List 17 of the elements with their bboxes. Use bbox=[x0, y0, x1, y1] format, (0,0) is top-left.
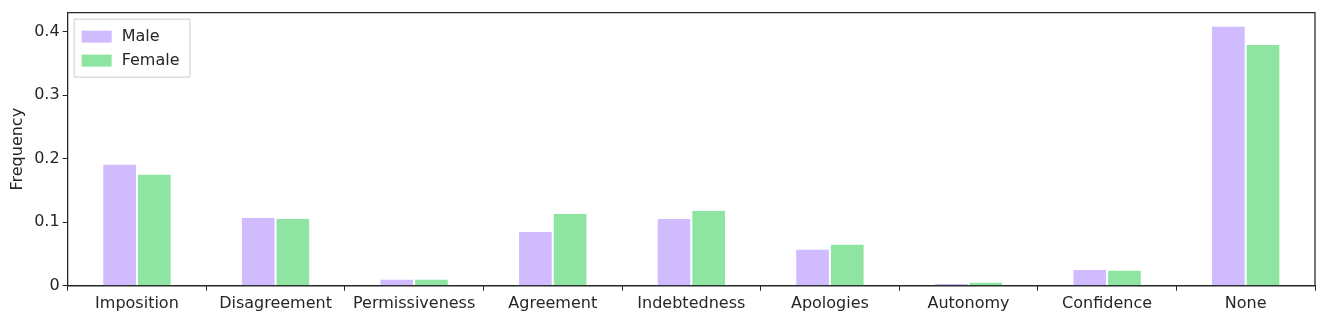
x-tick-label: None bbox=[1224, 292, 1267, 312]
x-tick-label: Indebtedness bbox=[637, 292, 746, 312]
x-tick-label: Autonomy bbox=[927, 292, 1010, 312]
y-tick-label: 0.2 bbox=[34, 147, 60, 167]
y-tick-label: 0.4 bbox=[34, 20, 60, 40]
legend-label: Male bbox=[121, 25, 160, 45]
x-tick-label: Permissiveness bbox=[352, 292, 476, 312]
legend-label: Female bbox=[121, 49, 180, 69]
y-tick-label: 0.3 bbox=[34, 84, 60, 104]
x-tick-label: Agreement bbox=[508, 292, 598, 312]
x-tick-label: Apologies bbox=[790, 292, 869, 312]
y-tick-label: 0.1 bbox=[34, 211, 60, 231]
x-tick-label: Imposition bbox=[95, 292, 179, 312]
x-tick-label: Disagreement bbox=[219, 292, 332, 312]
x-tick-label: Confidence bbox=[1062, 292, 1153, 312]
y-axis-title: Frequency bbox=[6, 107, 26, 191]
y-tick-label: 0 bbox=[49, 274, 60, 294]
